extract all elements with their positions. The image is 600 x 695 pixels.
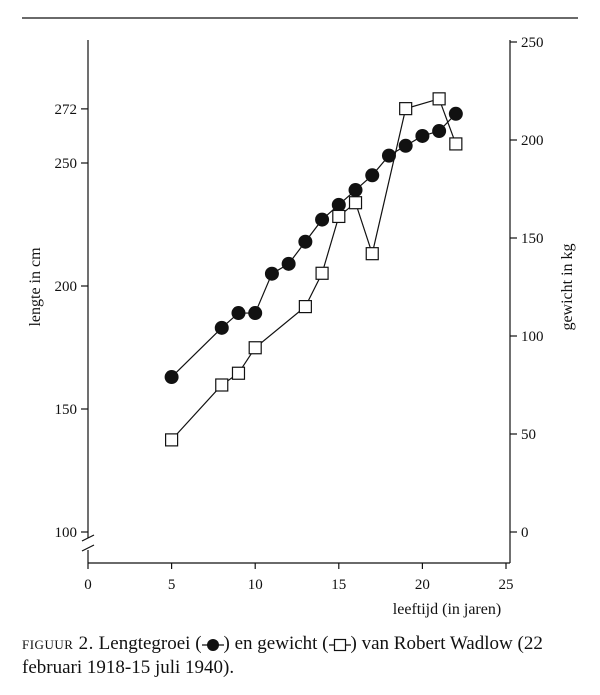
data-point-gewicht [315, 266, 329, 280]
axis-break-mark [81, 544, 95, 552]
data-point-lengte [448, 106, 463, 121]
caption-text-after: ) van Robert Wadlow (22 februari 1918-15… [22, 633, 543, 678]
data-point-gewicht [432, 92, 446, 106]
legend-open-square-icon [328, 638, 351, 651]
y2-tick-label: 0 [521, 525, 529, 541]
y-tick-label: 200 [55, 279, 78, 295]
series-line-lengte [171, 113, 457, 378]
data-point-lengte [331, 197, 346, 212]
x-tick-label: 0 [84, 577, 92, 593]
x-tick-label: 5 [168, 577, 176, 593]
data-point-gewicht [215, 378, 229, 392]
data-point-lengte [248, 306, 263, 321]
data-point-gewicht [248, 341, 262, 355]
data-point-lengte [231, 306, 246, 321]
data-point-lengte [264, 266, 279, 281]
data-point-lengte [281, 256, 296, 271]
y2-tick-label: 200 [521, 133, 544, 149]
series-line-gewicht [171, 98, 457, 441]
data-point-lengte [164, 370, 179, 385]
figure-caption: figuur 2. Lengtegroei ( ) en gewicht () v… [22, 632, 578, 680]
data-point-gewicht [449, 137, 463, 151]
y-tick-label: 272 [55, 102, 78, 118]
x-tick-label: 15 [331, 577, 346, 593]
caption-text-before: Lengtegroei ( [98, 633, 202, 654]
x-tick-label: 10 [248, 577, 263, 593]
chart: 0 5 10 15 20 25 100 150 200 250 272 0 50 100 150 200 250… [22, 17, 578, 618]
y2-axis-label: gewicht in kg [559, 243, 576, 330]
data-point-gewicht [165, 433, 179, 447]
data-point-gewicht [348, 196, 363, 210]
y-tick-label: 250 [55, 156, 78, 172]
x-tick-label: 25 [499, 577, 514, 593]
axis-break-mark [81, 534, 95, 542]
data-point-gewicht [231, 366, 246, 380]
data-point-lengte [381, 148, 396, 163]
data-point-gewicht [332, 209, 346, 224]
y-tick-label: 150 [55, 402, 78, 418]
data-point-lengte [298, 234, 313, 249]
data-point-lengte [415, 128, 430, 143]
data-point-lengte [398, 138, 413, 153]
data-point-lengte [432, 124, 447, 139]
data-point-lengte [365, 168, 380, 183]
caption-text-middle: ) en gewicht ( [223, 633, 329, 654]
y2-tick-label: 150 [521, 231, 544, 247]
legend-filled-circle-icon [201, 638, 224, 651]
x-tick-label: 20 [415, 577, 430, 593]
y-tick-label: 100 [55, 525, 78, 541]
y2-tick-label: 250 [521, 35, 544, 51]
caption-label: figuur 2. [22, 633, 94, 654]
y2-tick-label: 50 [521, 427, 536, 443]
data-point-gewicht [298, 300, 312, 314]
data-point-lengte [214, 320, 229, 335]
data-point-lengte [348, 183, 363, 198]
data-point-gewicht [399, 102, 413, 116]
y-axis-label: lengte in cm [27, 247, 44, 327]
x-axis-label: leeftijd (in jaren) [393, 601, 501, 618]
data-point-lengte [315, 212, 330, 227]
data-point-gewicht [365, 247, 379, 261]
y2-tick-label: 100 [521, 329, 544, 345]
